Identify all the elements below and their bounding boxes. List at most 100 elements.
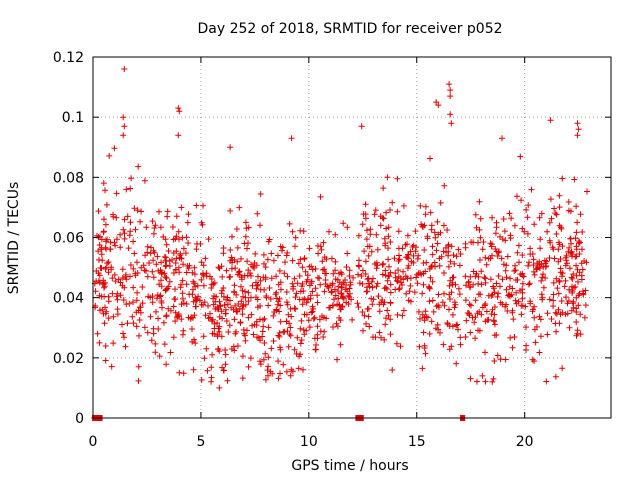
- data-point: [538, 333, 544, 340]
- data-point: [248, 272, 254, 279]
- data-point: [275, 375, 282, 382]
- data-point: [96, 272, 103, 279]
- data-point: [178, 316, 185, 323]
- data-point: [283, 289, 290, 295]
- data-point: [172, 309, 179, 316]
- data-point: [185, 211, 192, 218]
- y-tick-label: 0: [75, 411, 84, 427]
- data-point: [525, 202, 532, 209]
- data-point: [580, 291, 587, 298]
- data-point: [570, 284, 577, 291]
- data-point: [559, 175, 566, 182]
- data-point: [394, 278, 401, 285]
- data-point: [552, 210, 559, 217]
- data-point-outlier: [574, 120, 581, 127]
- data-point: [105, 298, 112, 305]
- data-point: [540, 284, 547, 291]
- data-point: [314, 299, 321, 306]
- data-point: [546, 219, 553, 226]
- data-point: [361, 248, 368, 255]
- data-point: [410, 252, 417, 259]
- data-point: [120, 330, 127, 337]
- data-point: [510, 316, 517, 323]
- data-point: [539, 274, 546, 281]
- data-point: [444, 320, 451, 326]
- data-point: [453, 322, 460, 329]
- data-point: [404, 275, 411, 282]
- data-point: [257, 337, 264, 344]
- data-point: [239, 311, 246, 318]
- data-point: [489, 214, 496, 221]
- data-point: [277, 302, 284, 309]
- data-point: [541, 257, 548, 264]
- data-point: [559, 273, 565, 280]
- data-point: [288, 313, 295, 320]
- data-point: [537, 316, 544, 323]
- data-point: [387, 207, 393, 213]
- data-point: [175, 264, 182, 271]
- data-point: [553, 231, 560, 237]
- data-point: [98, 251, 105, 258]
- data-point: [360, 211, 367, 218]
- data-point: [531, 271, 538, 278]
- data-point: [566, 265, 573, 272]
- data-point: [138, 208, 145, 215]
- data-point: [233, 328, 239, 335]
- data-point: [537, 236, 544, 243]
- data-point: [281, 328, 288, 335]
- data-point: [122, 271, 129, 278]
- data-point: [103, 238, 110, 245]
- data-point: [144, 329, 151, 336]
- data-point: [275, 298, 282, 305]
- data-point: [374, 280, 381, 287]
- data-point: [423, 313, 430, 320]
- data-point: [544, 310, 551, 317]
- data-point: [531, 326, 538, 333]
- data-point: [184, 219, 191, 226]
- data-point: [381, 235, 388, 242]
- data-point: [366, 323, 373, 330]
- data-point: [277, 370, 283, 377]
- data-point: [110, 340, 117, 347]
- data-point-outlier: [216, 384, 223, 391]
- data-point: [117, 244, 124, 251]
- data-point: [283, 318, 290, 325]
- data-point: [191, 280, 198, 287]
- data-point: [168, 307, 174, 314]
- data-point: [102, 279, 109, 286]
- data-point: [429, 251, 436, 258]
- data-point: [157, 292, 164, 299]
- data-point: [326, 304, 332, 311]
- data-point: [328, 255, 335, 262]
- data-point: [220, 250, 227, 257]
- data-point: [364, 227, 370, 234]
- data-point: [563, 294, 569, 301]
- data-point: [558, 298, 565, 304]
- data-point: [457, 334, 464, 341]
- data-point: [156, 208, 162, 215]
- data-point: [542, 263, 549, 270]
- data-point: [314, 323, 321, 330]
- data-point: [317, 193, 324, 200]
- data-point: [420, 224, 426, 230]
- data-point: [124, 213, 131, 220]
- data-point: [527, 300, 534, 307]
- data-point: [245, 314, 252, 321]
- data-point: [447, 258, 454, 265]
- data-point: [364, 306, 371, 312]
- data-point: [309, 303, 316, 310]
- data-point: [183, 281, 190, 288]
- data-point: [429, 262, 435, 269]
- data-point: [163, 361, 170, 368]
- data-point: [479, 246, 486, 253]
- data-point: [286, 220, 293, 227]
- data-point: [498, 255, 505, 262]
- data-point: [551, 255, 558, 262]
- data-point: [329, 280, 336, 287]
- data-point: [373, 265, 380, 272]
- data-point: [422, 211, 429, 218]
- data-point: [125, 245, 132, 252]
- data-point: [448, 289, 455, 296]
- data-point: [440, 248, 447, 255]
- data-point: [179, 295, 186, 302]
